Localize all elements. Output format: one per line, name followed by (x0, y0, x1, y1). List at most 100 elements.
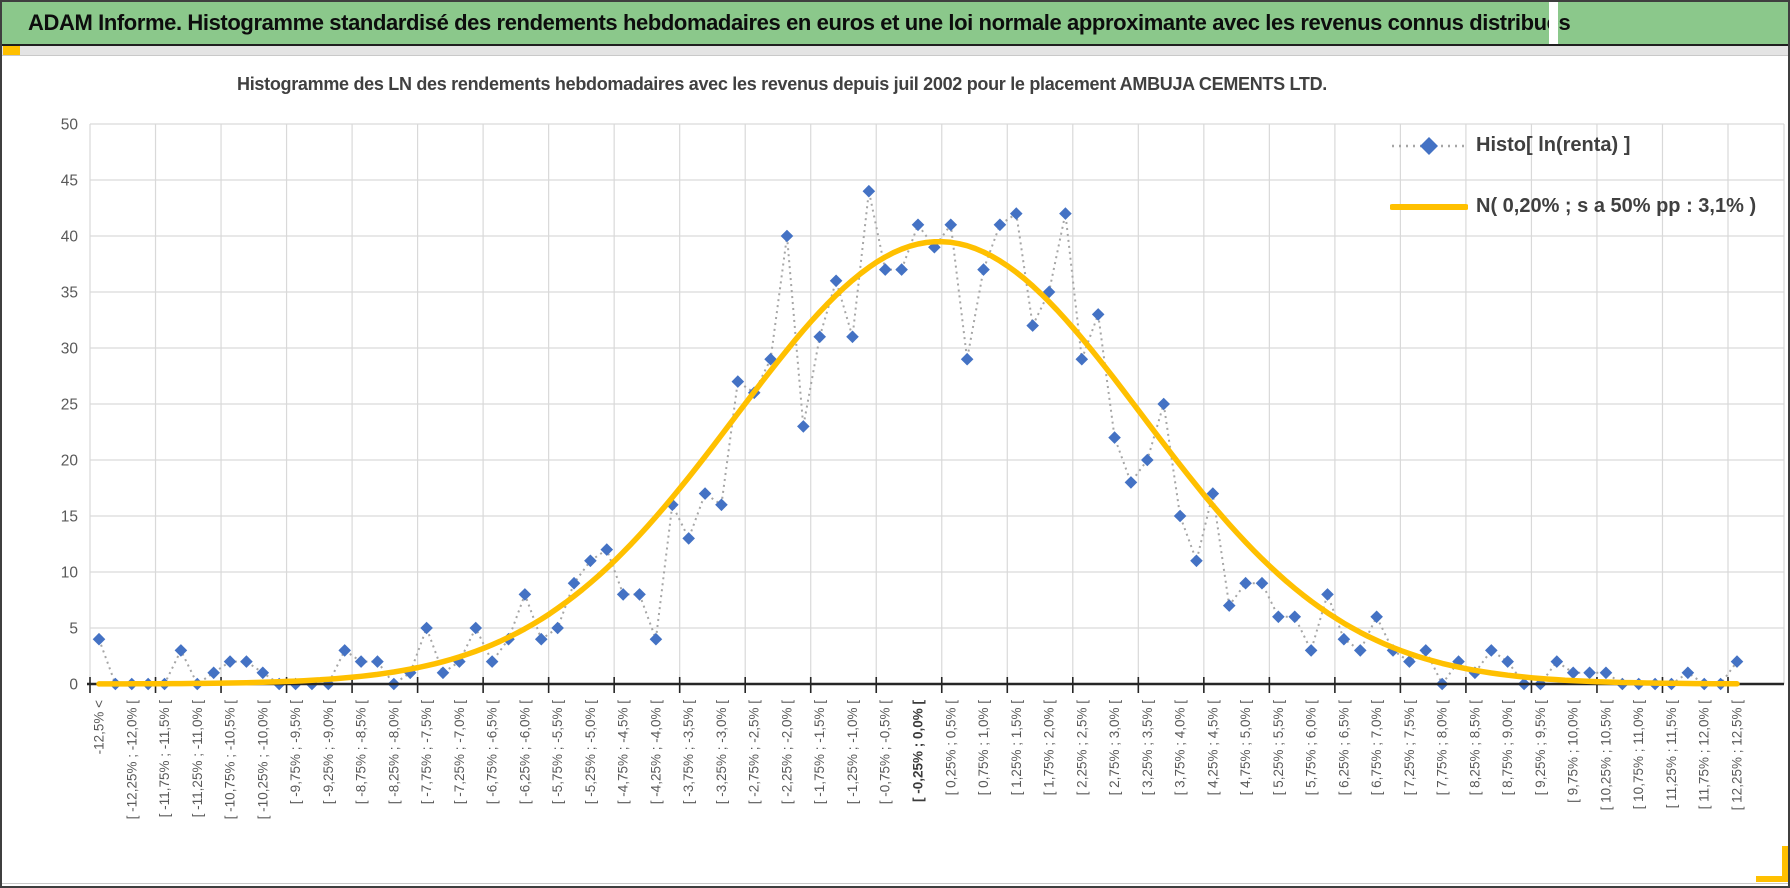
data-point-diamond (829, 274, 843, 288)
gridlines (89, 123, 1785, 684)
gold-corner-accent-vertical (1782, 846, 1788, 882)
data-point-diamond (469, 621, 483, 635)
data-point-diamond (1550, 655, 1564, 668)
data-point-diamond (1206, 487, 1220, 500)
svg-text:[ -8,75% ; -8,5% [: [ -8,75% ; -8,5% [ (354, 700, 369, 805)
svg-text:[ 5,75% ; 6,0% [: [ 5,75% ; 6,0% [ (1304, 700, 1319, 796)
data-point-diamond (92, 632, 106, 646)
data-point-diamond (1353, 644, 1367, 657)
svg-text:[ 9,75% ; 10,0% [: [ 9,75% ; 10,0% [ (1566, 700, 1581, 803)
data-point-diamond (1272, 610, 1285, 624)
svg-text:[ -0,75% ; -0,5% [: [ -0,75% ; -0,5% [ (878, 700, 893, 805)
svg-text:[ 10,25% ; 10,5% [: [ 10,25% ; 10,5% [ (1598, 700, 1613, 811)
svg-text:50: 50 (61, 117, 79, 134)
data-point-diamond (600, 543, 614, 556)
svg-text:[ -5,25% ; -5,0% [: [ -5,25% ; -5,0% [ (583, 700, 598, 805)
svg-text:[ 2,25% ; 2,5% [: [ 2,25% ; 2,5% [ (1074, 700, 1089, 796)
chart-area[interactable]: Histogramme des LN des rendements hebdom… (2, 56, 1788, 886)
data-point-diamond (1321, 588, 1334, 601)
data-point-diamond (1681, 666, 1695, 680)
svg-text:[ -4,25% ; -4,0% [: [ -4,25% ; -4,0% [ (648, 700, 663, 805)
svg-text:[ -5,75% ; -5,5% [: [ -5,75% ; -5,5% [ (550, 700, 565, 805)
data-point-diamond (584, 554, 597, 568)
svg-text:[ -7,25% ; -7,0% [: [ -7,25% ; -7,0% [ (452, 700, 467, 805)
svg-text:[ 11,25% ; 11,5% [: [ 11,25% ; 11,5% [ (1664, 700, 1679, 809)
svg-text:[ 12,25% ; 12,5% [: [ 12,25% ; 12,5% [ (1730, 700, 1745, 811)
data-point-diamond (780, 229, 794, 243)
data-point-diamond (1108, 431, 1121, 444)
data-point-diamond (1091, 308, 1105, 321)
data-point-diamond (1403, 655, 1416, 668)
svg-text:[ -11,75% ; -11,5% [: [ -11,75% ; -11,5% [ (157, 700, 172, 818)
data-point-diamond (1222, 599, 1236, 612)
svg-text:[ -10,75% ; -10,5% [: [ -10,75% ; -10,5% [ (223, 700, 238, 820)
data-point-diamond (1288, 610, 1302, 624)
sheet-bottom-border (2, 883, 1788, 884)
data-point-diamond (1255, 576, 1269, 590)
data-point-diamond (633, 588, 646, 601)
data-point-diamond (240, 655, 253, 668)
data-point-diamond (878, 263, 892, 276)
data-point-diamond (928, 240, 941, 254)
banner-under-strip (2, 46, 1788, 56)
data-point-diamond (1485, 644, 1498, 657)
svg-text:40: 40 (61, 229, 79, 246)
data-point-diamond (1419, 644, 1433, 657)
data-point-diamond (1173, 509, 1187, 523)
svg-text:[ -11,25% ; -11,0% [: [ -11,25% ; -11,0% [ (190, 700, 205, 818)
svg-text:[ -2,25% ; -2,0% [: [ -2,25% ; -2,0% [ (779, 700, 794, 805)
data-point-diamond (354, 655, 368, 668)
banner-title: ADAM Informe. Histogramme standardisé de… (28, 10, 1571, 35)
data-point-diamond (436, 666, 450, 680)
svg-text:25: 25 (61, 397, 78, 414)
data-point-diamond (338, 644, 351, 657)
data-point-diamond (895, 263, 908, 276)
svg-text:[ -10,25% ; -10,0% [: [ -10,25% ; -10,0% [ (255, 700, 270, 820)
svg-text:[ -2,75% ; -2,5% [: [ -2,75% ; -2,5% [ (747, 700, 762, 805)
svg-text:[ 10,75% ; 11,0% [: [ 10,75% ; 11,0% [ (1631, 700, 1646, 810)
histo-series-sample-icon (1392, 136, 1466, 155)
data-point-diamond (846, 330, 859, 344)
data-point-diamond (534, 632, 548, 646)
legend-item-histo[interactable]: Histo[ ln(renta) ] (1390, 134, 1750, 157)
svg-text:[ 4,75% ; 5,0% [: [ 4,75% ; 5,0% [ (1238, 700, 1253, 796)
svg-text:[ 3,25% ; 3,5% [: [ 3,25% ; 3,5% [ (1140, 700, 1155, 796)
series-normal[interactable] (96, 238, 1740, 687)
data-point-diamond (1304, 644, 1318, 657)
svg-text:[ 6,75% ; 7,0% [: [ 6,75% ; 7,0% [ (1369, 700, 1384, 796)
svg-text:-12,5% <: -12,5% < (92, 700, 107, 755)
data-point-diamond (977, 263, 990, 276)
data-point-diamond (1026, 319, 1039, 332)
data-point-diamond (797, 420, 810, 433)
data-point-diamond (1124, 476, 1138, 489)
svg-text:5: 5 (69, 621, 78, 638)
legend-item-normal[interactable]: N( 0,20% ; s a 50% pp : 3,1% ) (1390, 195, 1756, 218)
svg-text:[ -9,25% ; -9,0% [: [ -9,25% ; -9,0% [ (321, 700, 336, 805)
svg-text:[ -4,75% ; -4,5% [: [ -4,75% ; -4,5% [ (616, 700, 631, 805)
svg-text:45: 45 (61, 173, 78, 190)
svg-text:[ 4,25% ; 4,5% [: [ 4,25% ; 4,5% [ (1205, 700, 1220, 796)
svg-text:[ 7,25% ; 7,5% [: [ 7,25% ; 7,5% [ (1402, 700, 1417, 796)
legend: Histo[ ln(renta) ] N( 0,20% ; s a 50% pp… (1390, 134, 1756, 256)
data-point-diamond (698, 487, 712, 500)
data-point-diamond (1583, 666, 1596, 680)
data-point-diamond (1157, 397, 1170, 411)
data-point-diamond (1059, 207, 1072, 220)
svg-text:[ 0,75% ; 1,0% [: [ 0,75% ; 1,0% [ (976, 700, 991, 796)
svg-text:[ -8,25% ; -8,0% [: [ -8,25% ; -8,0% [ (386, 700, 401, 805)
data-point-diamond (256, 666, 270, 680)
svg-text:[ -6,25% ; -6,0% [: [ -6,25% ; -6,0% [ (517, 700, 532, 805)
data-point-diamond (813, 330, 827, 344)
svg-text:[ 6,25% ; 6,5% [: [ 6,25% ; 6,5% [ (1336, 700, 1351, 796)
svg-text:[ 0,25% ; 0,5% [: [ 0,25% ; 0,5% [ (943, 700, 958, 796)
data-point-diamond (518, 588, 532, 601)
banner-column-gap (1549, 2, 1558, 44)
svg-text:30: 30 (61, 341, 79, 358)
plot-canvas[interactable]: 0 5 10 15 20 25 30 35 40 45 50 -12,5% < [ -12,25% ; … (2, 56, 1788, 886)
series-histo[interactable] (92, 184, 1744, 691)
x-axis-labels: -12,5% < [ -12,25% ; -12,0% [[ -11,75% ; … (92, 700, 1745, 820)
data-point-diamond (420, 621, 433, 635)
data-point-diamond (1599, 666, 1613, 680)
svg-text:[ 1,75% ; 2,0% [: [ 1,75% ; 2,0% [ (1042, 700, 1057, 796)
